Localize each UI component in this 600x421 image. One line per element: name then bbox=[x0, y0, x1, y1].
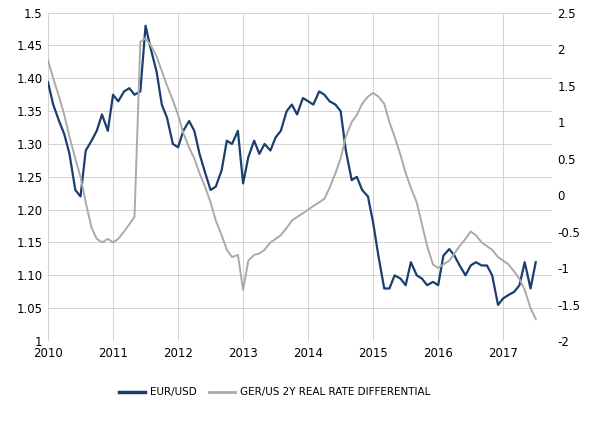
Legend: EUR/USD, GER/US 2Y REAL RATE DIFFERENTIAL: EUR/USD, GER/US 2Y REAL RATE DIFFERENTIA… bbox=[115, 383, 435, 402]
